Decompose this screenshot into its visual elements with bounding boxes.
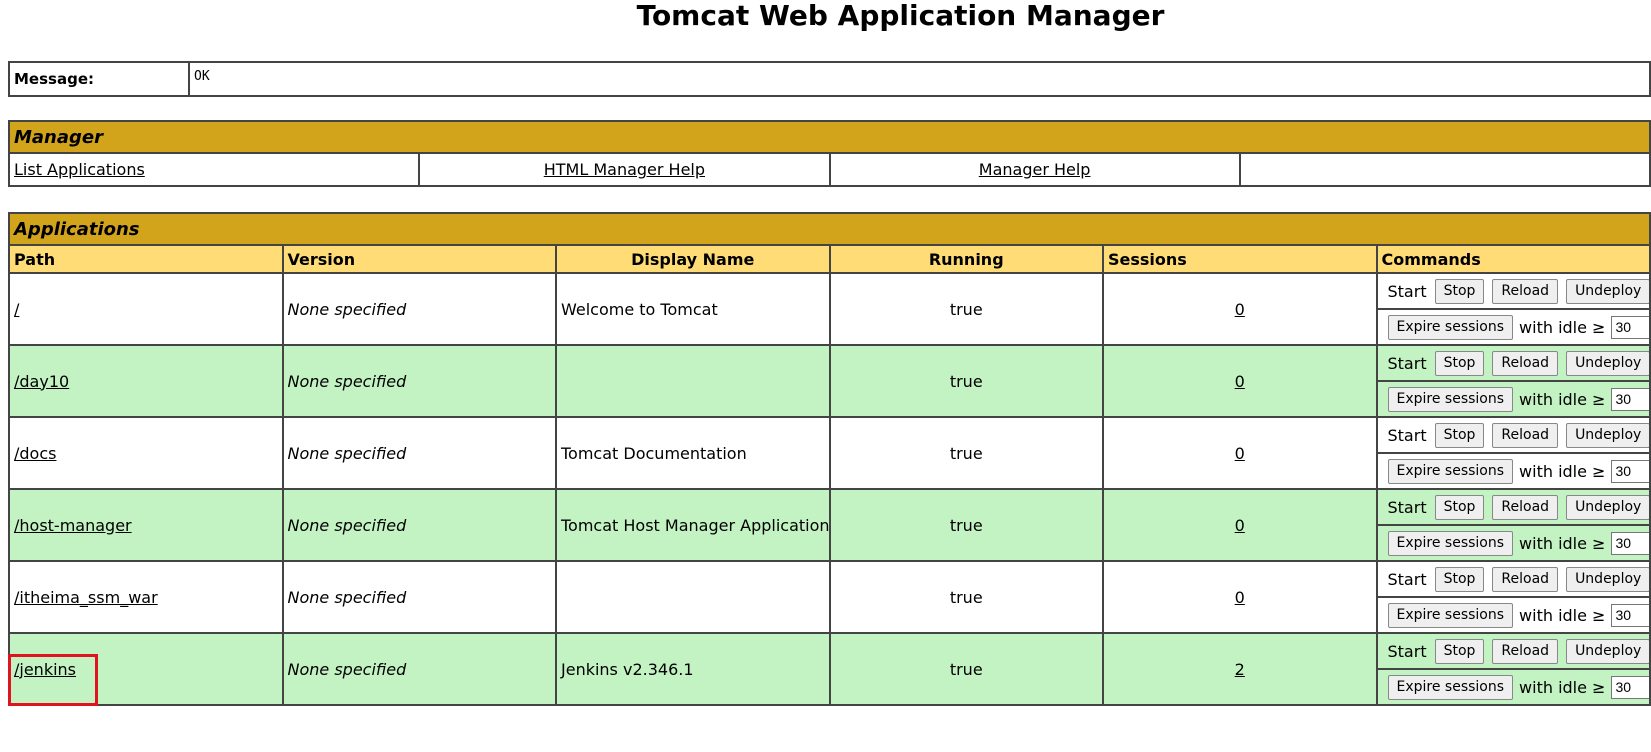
col-version: Version bbox=[281, 244, 557, 274]
undeploy-button[interactable]: Undeploy bbox=[1566, 422, 1649, 448]
idle-minutes-input[interactable] bbox=[1611, 603, 1649, 627]
expire-sessions-button[interactable]: Expire sessions bbox=[1387, 314, 1514, 340]
idle-minutes-input[interactable] bbox=[1611, 675, 1649, 699]
start-label: Start bbox=[1387, 281, 1427, 301]
col-path: Path bbox=[8, 244, 284, 274]
app-sessions-link[interactable]: 0 bbox=[1234, 299, 1245, 319]
table-row: /host-manager None specified Tomcat Host… bbox=[8, 488, 1651, 562]
app-sessions-link[interactable]: 2 bbox=[1234, 659, 1245, 679]
stop-button[interactable]: Stop bbox=[1434, 278, 1485, 304]
undeploy-button[interactable]: Undeploy bbox=[1566, 494, 1649, 520]
col-sessions: Sessions bbox=[1102, 244, 1378, 274]
app-path-link[interactable]: /host-manager bbox=[14, 515, 132, 535]
expire-sessions-button[interactable]: Expire sessions bbox=[1387, 386, 1514, 412]
idle-minutes-input[interactable] bbox=[1611, 459, 1649, 483]
idle-minutes-input[interactable] bbox=[1611, 387, 1649, 411]
undeploy-button[interactable]: Undeploy bbox=[1566, 638, 1649, 664]
app-running: true bbox=[828, 560, 1104, 634]
message-label: Message: bbox=[8, 61, 190, 97]
app-display-name: Tomcat Documentation bbox=[555, 416, 831, 490]
start-label: Start bbox=[1387, 641, 1427, 661]
app-display-name bbox=[555, 560, 831, 634]
app-sessions-link[interactable]: 0 bbox=[1234, 443, 1245, 463]
start-label: Start bbox=[1387, 569, 1427, 589]
app-running: true bbox=[828, 272, 1104, 346]
stop-button[interactable]: Stop bbox=[1434, 638, 1485, 664]
app-running: true bbox=[828, 488, 1104, 562]
table-row: /docs None specified Tomcat Documentatio… bbox=[8, 416, 1651, 490]
app-running: true bbox=[828, 416, 1104, 490]
app-path-link[interactable]: /day10 bbox=[14, 371, 70, 391]
col-running: Running bbox=[828, 244, 1104, 274]
reload-button[interactable]: Reload bbox=[1492, 566, 1559, 592]
app-display-name: Tomcat Host Manager Application bbox=[555, 488, 831, 562]
app-version: None specified bbox=[281, 272, 557, 346]
idle-minutes-input[interactable] bbox=[1611, 315, 1649, 339]
reload-button[interactable]: Reload bbox=[1492, 638, 1559, 664]
app-display-name bbox=[555, 344, 831, 418]
undeploy-button[interactable]: Undeploy bbox=[1566, 350, 1649, 376]
message-value: OK bbox=[188, 61, 1651, 97]
app-version: None specified bbox=[281, 632, 557, 706]
expire-sessions-button[interactable]: Expire sessions bbox=[1387, 458, 1514, 484]
idle-minutes-input[interactable] bbox=[1611, 531, 1649, 555]
table-row: /itheima_ssm_war None specified true 0 S… bbox=[8, 560, 1651, 634]
expire-sessions-button[interactable]: Expire sessions bbox=[1387, 530, 1514, 556]
stop-button[interactable]: Stop bbox=[1434, 422, 1485, 448]
app-path-link[interactable]: /itheima_ssm_war bbox=[14, 587, 158, 607]
highlight-box bbox=[8, 654, 98, 706]
table-row: /jenkins None specified Jenkins v2.346.1… bbox=[8, 632, 1651, 706]
app-display-name: Welcome to Tomcat bbox=[555, 272, 831, 346]
manager-help-link[interactable]: Manager Help bbox=[978, 160, 1091, 179]
col-commands: Commands bbox=[1375, 244, 1651, 274]
message-table: Message: OK bbox=[8, 61, 1651, 97]
app-path-link[interactable]: /jenkins bbox=[14, 659, 77, 679]
reload-button[interactable]: Reload bbox=[1492, 494, 1559, 520]
app-display-name: Jenkins v2.346.1 bbox=[555, 632, 831, 706]
start-label: Start bbox=[1387, 497, 1427, 517]
manager-table: Manager List Applications HTML Manager H… bbox=[7, 120, 1651, 187]
with-idle-label: with idle ≥ bbox=[1519, 317, 1606, 337]
stop-button[interactable]: Stop bbox=[1434, 350, 1485, 376]
stop-button[interactable]: Stop bbox=[1434, 494, 1485, 520]
table-row: /day10 None specified true 0 Start Stop … bbox=[8, 344, 1651, 418]
app-path-link[interactable]: /docs bbox=[14, 443, 57, 463]
app-path-link[interactable]: / bbox=[14, 299, 20, 319]
app-running: true bbox=[828, 344, 1104, 418]
manager-heading: Manager bbox=[8, 120, 1651, 154]
with-idle-label: with idle ≥ bbox=[1519, 533, 1606, 553]
applications-table: Applications Path Version Display Name R… bbox=[8, 212, 1651, 706]
col-display-name: Display Name bbox=[555, 244, 831, 274]
app-running: true bbox=[828, 632, 1104, 706]
html-manager-help-link[interactable]: HTML Manager Help bbox=[543, 160, 706, 179]
table-row: / None specified Welcome to Tomcat true … bbox=[8, 272, 1651, 346]
undeploy-button[interactable]: Undeploy bbox=[1566, 278, 1649, 304]
with-idle-label: with idle ≥ bbox=[1519, 389, 1606, 409]
app-sessions-link[interactable]: 0 bbox=[1234, 515, 1245, 535]
with-idle-label: with idle ≥ bbox=[1519, 677, 1606, 697]
start-label: Start bbox=[1387, 425, 1427, 445]
reload-button[interactable]: Reload bbox=[1492, 350, 1559, 376]
start-label: Start bbox=[1387, 353, 1427, 373]
expire-sessions-button[interactable]: Expire sessions bbox=[1387, 674, 1514, 700]
page-title: Tomcat Web Application Manager bbox=[636, 0, 1165, 32]
undeploy-button[interactable]: Undeploy bbox=[1566, 566, 1649, 592]
app-version: None specified bbox=[281, 344, 557, 418]
list-applications-link[interactable]: List Applications bbox=[14, 160, 145, 179]
with-idle-label: with idle ≥ bbox=[1519, 461, 1606, 481]
app-version: None specified bbox=[281, 488, 557, 562]
with-idle-label: with idle ≥ bbox=[1519, 605, 1606, 625]
app-sessions-link[interactable]: 0 bbox=[1234, 587, 1245, 607]
app-sessions-link[interactable]: 0 bbox=[1234, 371, 1245, 391]
reload-button[interactable]: Reload bbox=[1492, 278, 1559, 304]
applications-heading: Applications bbox=[8, 212, 1651, 246]
stop-button[interactable]: Stop bbox=[1434, 566, 1485, 592]
expire-sessions-button[interactable]: Expire sessions bbox=[1387, 602, 1514, 628]
reload-button[interactable]: Reload bbox=[1492, 422, 1559, 448]
app-version: None specified bbox=[281, 560, 557, 634]
app-version: None specified bbox=[281, 416, 557, 490]
